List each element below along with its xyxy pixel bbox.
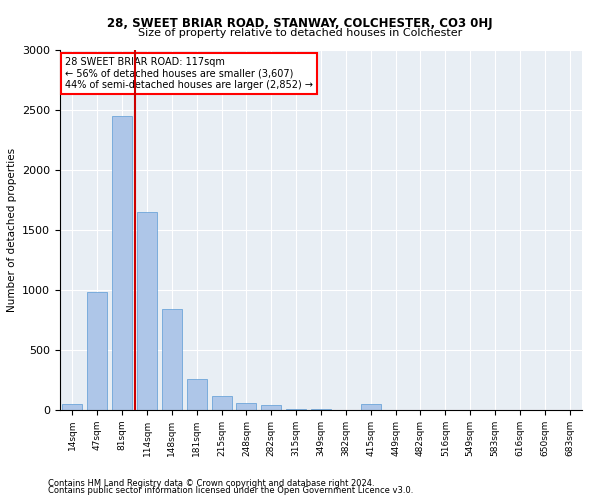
Text: Contains HM Land Registry data © Crown copyright and database right 2024.: Contains HM Land Registry data © Crown c… bbox=[48, 478, 374, 488]
Bar bbox=[236, 403, 256, 410]
Bar bbox=[286, 409, 306, 410]
Y-axis label: Number of detached properties: Number of detached properties bbox=[7, 148, 17, 312]
Bar bbox=[62, 404, 82, 410]
Bar bbox=[112, 116, 132, 410]
Bar bbox=[212, 396, 232, 410]
Text: Contains public sector information licensed under the Open Government Licence v3: Contains public sector information licen… bbox=[48, 486, 413, 495]
Bar bbox=[137, 212, 157, 410]
Bar bbox=[88, 292, 107, 410]
Bar bbox=[361, 404, 380, 410]
Text: 28 SWEET BRIAR ROAD: 117sqm
← 56% of detached houses are smaller (3,607)
44% of : 28 SWEET BRIAR ROAD: 117sqm ← 56% of det… bbox=[65, 57, 313, 90]
Text: 28, SWEET BRIAR ROAD, STANWAY, COLCHESTER, CO3 0HJ: 28, SWEET BRIAR ROAD, STANWAY, COLCHESTE… bbox=[107, 18, 493, 30]
Bar bbox=[187, 379, 206, 410]
Bar bbox=[262, 405, 281, 410]
Bar bbox=[162, 309, 182, 410]
Text: Size of property relative to detached houses in Colchester: Size of property relative to detached ho… bbox=[138, 28, 462, 38]
